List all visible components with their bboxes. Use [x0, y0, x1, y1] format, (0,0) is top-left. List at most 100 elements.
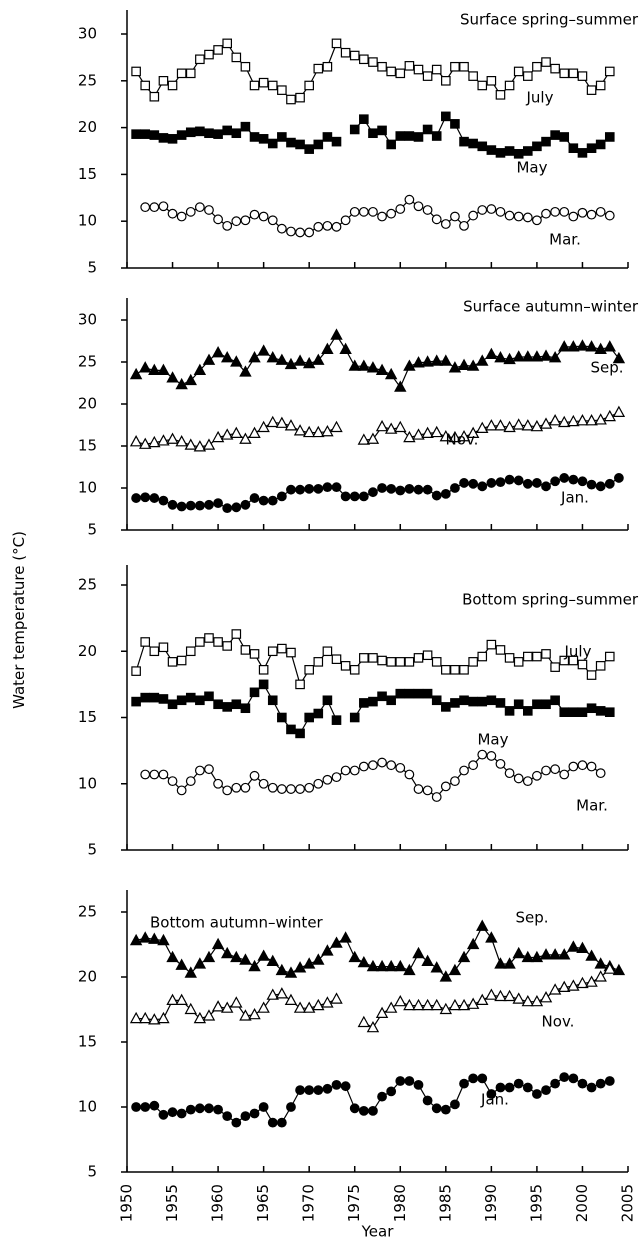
marker: [312, 998, 325, 1011]
marker: [568, 1073, 579, 1084]
marker: [384, 422, 398, 434]
marker: [185, 776, 196, 786]
marker: [558, 415, 571, 428]
marker: [595, 80, 606, 91]
marker: [348, 950, 361, 963]
marker: [375, 1006, 389, 1018]
marker: [220, 946, 234, 959]
marker: [231, 699, 242, 710]
marker: [486, 751, 497, 761]
marker: [148, 363, 161, 375]
marker: [431, 131, 442, 141]
marker: [194, 1103, 205, 1114]
marker: [258, 1102, 269, 1112]
marker: [313, 778, 324, 789]
marker: [340, 491, 351, 502]
marker: [295, 784, 305, 794]
marker: [239, 365, 252, 377]
marker: [440, 1104, 451, 1115]
marker: [304, 144, 314, 154]
marker: [568, 655, 579, 666]
y-tick-label: 25: [78, 71, 97, 89]
marker: [248, 959, 261, 972]
x-tick-label: 1965: [254, 1184, 272, 1222]
marker: [450, 483, 460, 493]
marker: [504, 146, 515, 156]
marker: [149, 493, 160, 503]
marker: [230, 950, 243, 963]
marker: [595, 706, 606, 716]
marker: [512, 946, 525, 959]
marker: [532, 478, 542, 488]
marker: [459, 478, 469, 488]
marker: [541, 765, 551, 776]
marker: [377, 211, 387, 222]
marker: [395, 1076, 406, 1086]
marker: [249, 649, 260, 659]
marker: [157, 363, 170, 375]
y-tick-label: 15: [78, 1033, 97, 1051]
marker: [240, 499, 251, 510]
marker: [286, 94, 296, 105]
marker: [231, 782, 242, 793]
marker: [249, 770, 260, 781]
marker: [202, 353, 216, 365]
marker: [532, 770, 542, 781]
series-label: May: [477, 731, 508, 749]
marker: [486, 695, 497, 706]
marker: [440, 781, 451, 792]
marker: [166, 950, 179, 963]
marker: [176, 655, 187, 666]
marker: [204, 1103, 214, 1114]
marker: [431, 490, 442, 501]
marker: [240, 215, 251, 226]
marker: [222, 125, 232, 136]
marker: [249, 687, 260, 698]
marker: [457, 950, 471, 963]
marker: [211, 1000, 225, 1012]
marker: [521, 950, 535, 963]
marker: [140, 202, 151, 213]
marker: [568, 707, 579, 717]
marker: [176, 130, 187, 140]
marker: [413, 784, 424, 794]
marker: [377, 655, 387, 666]
marker: [558, 948, 571, 960]
marker: [330, 328, 343, 340]
y-tick-label: 5: [87, 521, 97, 539]
marker: [275, 416, 289, 428]
marker: [439, 970, 453, 982]
marker: [486, 478, 497, 488]
marker: [368, 487, 378, 498]
marker: [176, 695, 187, 706]
marker: [267, 215, 278, 226]
marker: [293, 961, 307, 973]
marker: [477, 651, 488, 662]
marker: [594, 413, 607, 425]
marker: [504, 474, 515, 485]
marker: [322, 1083, 333, 1094]
marker: [550, 662, 560, 672]
marker: [594, 957, 607, 969]
marker: [184, 1002, 197, 1015]
marker: [340, 661, 351, 671]
marker: [577, 71, 588, 81]
marker: [450, 61, 460, 72]
marker: [331, 136, 342, 147]
marker: [468, 210, 479, 221]
marker: [313, 139, 324, 150]
marker: [231, 216, 242, 227]
marker: [339, 342, 352, 354]
series-label: Jan.: [480, 1091, 509, 1109]
marker: [595, 206, 606, 217]
marker: [450, 698, 460, 708]
marker: [403, 998, 416, 1011]
marker: [421, 355, 434, 367]
marker: [193, 363, 207, 375]
marker: [304, 664, 314, 675]
marker: [204, 633, 214, 643]
marker: [304, 483, 315, 494]
marker: [404, 61, 415, 71]
marker: [459, 136, 469, 147]
marker: [612, 405, 626, 417]
